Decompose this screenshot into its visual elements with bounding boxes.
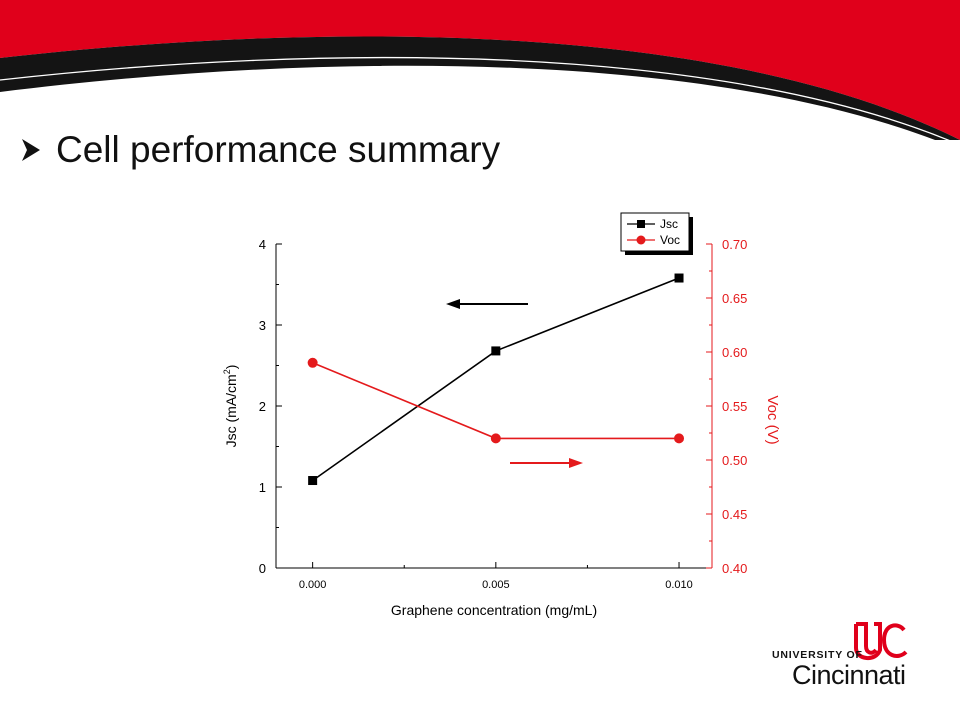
left-axis-arrow <box>446 299 528 309</box>
legend-box <box>620 212 690 252</box>
right-tick-label: 0.55 <box>722 399 747 414</box>
jsc-data-point <box>491 346 501 356</box>
x-axis-ticks: 0.000 0.005 0.010 <box>299 562 693 591</box>
left-axis-arrow-head <box>446 299 460 309</box>
right-tick-label: 0.60 <box>722 345 747 360</box>
left-axis-label-superscript: 2 <box>222 369 232 374</box>
x-axis-label: Graphene concentration (mg/mL) <box>391 602 597 618</box>
right-axis-label: Voc (V) <box>764 395 781 444</box>
voc-data-point <box>307 357 318 368</box>
legend-jsc-label: Jsc <box>660 217 678 231</box>
x-tick-label: 0.010 <box>665 579 693 591</box>
right-tick-label: 0.40 <box>722 561 747 576</box>
legend: Jsc Voc <box>620 212 693 255</box>
x-tick-label: 0.000 <box>299 579 327 591</box>
university-logo: UNIVERSITY OF Cincinnati <box>770 618 930 690</box>
voc-data-point <box>674 433 685 444</box>
left-axis-label-main: Jsc (mA/cm <box>223 374 239 447</box>
legend-voc-label: Voc <box>660 233 680 247</box>
right-axis-ticks: 0.40 0.45 0.50 0.55 0.60 0.65 0.70 <box>706 237 747 576</box>
jsc-series-line <box>312 277 680 482</box>
left-tick-label: 1 <box>259 480 266 495</box>
left-axis-ticks: 0 1 2 3 4 <box>259 237 282 576</box>
voc-series-line <box>312 362 680 440</box>
right-tick-label: 0.50 <box>722 453 747 468</box>
right-tick-label: 0.45 <box>722 507 747 522</box>
voc-data-point <box>490 433 501 444</box>
left-axis-label: Jsc (mA/cm2) <box>222 365 239 448</box>
legend-voc-marker <box>636 235 646 245</box>
right-axis-arrow-head <box>569 458 583 468</box>
left-tick-label: 2 <box>259 399 266 414</box>
right-tick-label: 0.65 <box>722 291 747 306</box>
slide-header-banner <box>0 0 960 140</box>
left-tick-label: 4 <box>259 237 266 252</box>
plot-frame <box>275 244 712 569</box>
series-layer <box>307 273 685 486</box>
arrowhead-bullet-icon <box>22 139 40 161</box>
logo-university-of-text: UNIVERSITY OF <box>772 649 863 661</box>
legend-jsc-marker <box>637 220 645 228</box>
banner-white-line <box>0 56 950 140</box>
left-tick-label: 3 <box>259 318 266 333</box>
banner-red-band <box>0 0 960 140</box>
right-axis-arrow <box>510 458 583 468</box>
left-axis-label-close: ) <box>223 365 239 370</box>
left-tick-label: 0 <box>259 561 266 576</box>
slide-title: Cell performance summary <box>20 128 500 172</box>
jsc-data-point <box>674 273 684 283</box>
right-tick-label: 0.70 <box>722 237 747 252</box>
x-tick-label: 0.005 <box>482 579 510 591</box>
logo-cincinnati-text: Cincinnati <box>792 660 906 690</box>
uc-monogram-icon <box>854 622 908 660</box>
banner-black-swoosh <box>0 36 960 140</box>
jsc-data-point <box>308 476 318 486</box>
slide-title-text: Cell performance summary <box>56 129 501 170</box>
